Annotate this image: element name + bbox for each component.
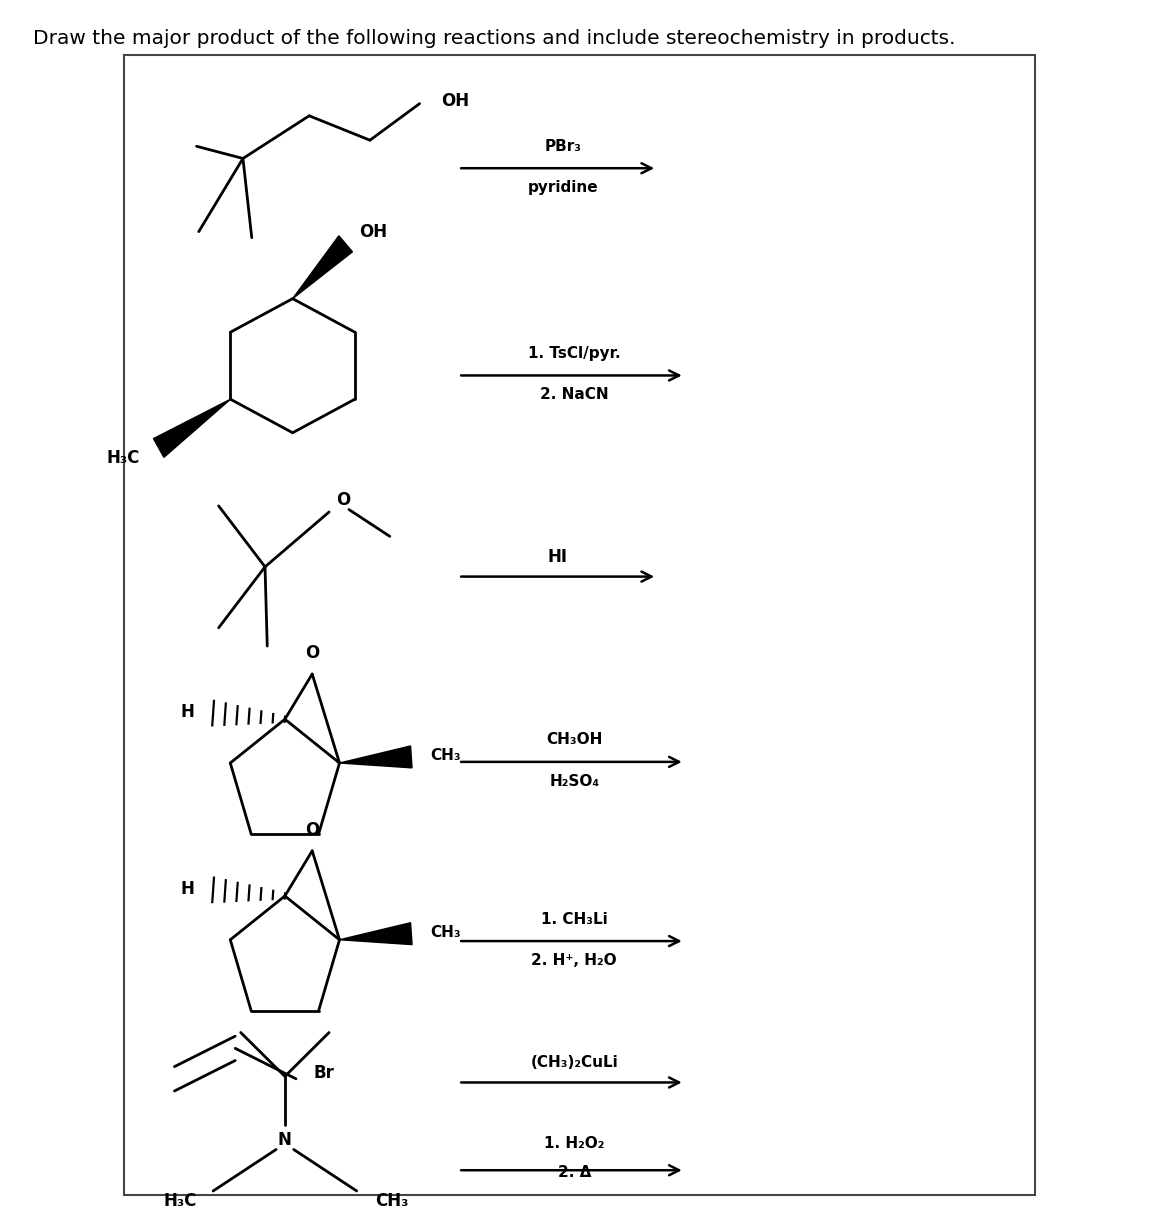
- Text: (CH₃)₂CuLi: (CH₃)₂CuLi: [530, 1056, 618, 1070]
- Text: 1. TsCl/pyr.: 1. TsCl/pyr.: [528, 346, 620, 361]
- Text: 2. H⁺, H₂O: 2. H⁺, H₂O: [531, 953, 617, 968]
- Text: PBr₃: PBr₃: [545, 139, 582, 154]
- Text: Br: Br: [314, 1064, 334, 1081]
- Text: O: O: [337, 491, 351, 508]
- Text: H₃C: H₃C: [106, 449, 140, 467]
- Polygon shape: [339, 923, 412, 945]
- Text: HI: HI: [547, 549, 568, 566]
- Text: CH₃: CH₃: [430, 925, 460, 940]
- Text: H: H: [180, 880, 194, 897]
- Polygon shape: [154, 400, 230, 457]
- Text: H₃C: H₃C: [163, 1192, 197, 1209]
- Text: O: O: [305, 645, 319, 662]
- Text: CH₃OH: CH₃OH: [546, 733, 603, 747]
- Text: OH: OH: [441, 93, 469, 110]
- Text: H: H: [180, 703, 194, 720]
- Text: Draw the major product of the following reactions and include stereochemistry in: Draw the major product of the following …: [34, 29, 956, 49]
- Text: N: N: [278, 1131, 292, 1148]
- Text: H₂SO₄: H₂SO₄: [550, 774, 599, 789]
- Text: CH₃: CH₃: [376, 1192, 408, 1209]
- Polygon shape: [339, 746, 412, 768]
- Text: O: O: [305, 822, 319, 839]
- Text: 1. H₂O₂: 1. H₂O₂: [544, 1136, 604, 1151]
- Text: CH₃: CH₃: [430, 748, 460, 763]
- Text: OH: OH: [359, 223, 388, 240]
- Text: 2. NaCN: 2. NaCN: [540, 388, 609, 402]
- Polygon shape: [293, 235, 353, 299]
- Text: 2. Δ: 2. Δ: [558, 1165, 591, 1180]
- Text: 1. CH₃Li: 1. CH₃Li: [540, 912, 607, 926]
- Text: pyridine: pyridine: [528, 180, 598, 195]
